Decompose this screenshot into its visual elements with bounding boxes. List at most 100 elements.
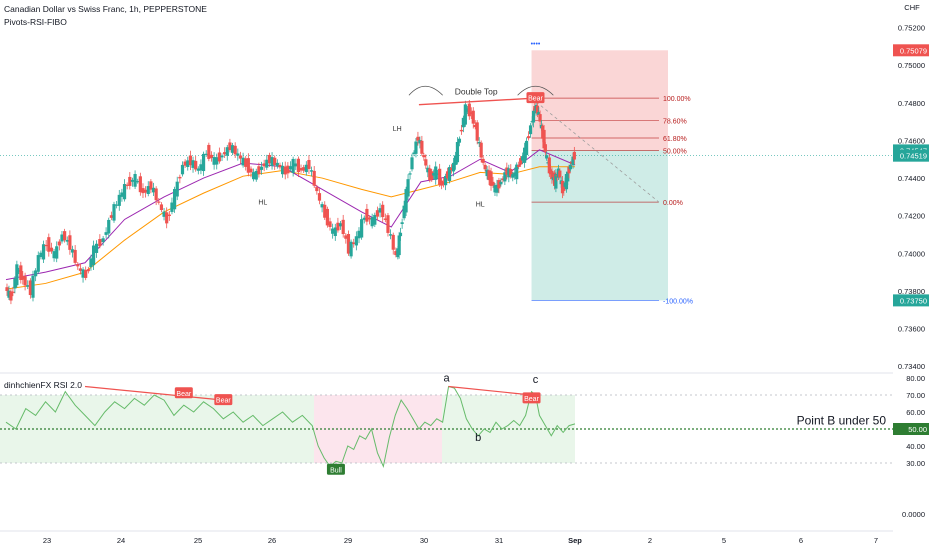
candle-body bbox=[157, 201, 161, 203]
candle-body bbox=[568, 164, 572, 170]
candle-body bbox=[459, 129, 463, 132]
candle-body bbox=[317, 193, 322, 201]
time-tick-label: 31 bbox=[495, 536, 503, 545]
candle-body bbox=[320, 204, 324, 208]
candle-body bbox=[230, 145, 235, 153]
rsi-tick-label: 60.00 bbox=[906, 408, 925, 417]
candle-body bbox=[352, 242, 356, 245]
candle-body bbox=[572, 151, 576, 160]
time-tick-label: 26 bbox=[268, 536, 276, 545]
candle-body bbox=[543, 144, 547, 152]
candle-body bbox=[424, 159, 428, 166]
candle-body bbox=[449, 167, 454, 171]
candle-body bbox=[120, 192, 124, 197]
candle-body bbox=[262, 163, 266, 167]
candle-body bbox=[178, 176, 182, 179]
time-tick-label: 30 bbox=[420, 536, 428, 545]
candle-body bbox=[362, 217, 366, 220]
candle-body bbox=[325, 208, 329, 226]
pivot-label: HL bbox=[476, 201, 485, 208]
candle-body bbox=[398, 232, 403, 237]
candle-body bbox=[428, 168, 432, 181]
candle-body bbox=[217, 152, 221, 162]
candle-body bbox=[538, 114, 542, 122]
candle-body bbox=[68, 235, 72, 250]
candle-body bbox=[26, 285, 30, 287]
candle-body bbox=[101, 238, 105, 243]
candle-body bbox=[162, 211, 166, 217]
candle-body bbox=[133, 174, 137, 187]
candle-body bbox=[191, 160, 195, 168]
candle-body bbox=[436, 173, 440, 175]
candle-body bbox=[503, 172, 507, 182]
candle-body bbox=[130, 179, 135, 182]
candle-body bbox=[149, 181, 153, 190]
candle-body bbox=[418, 140, 422, 144]
candle-body bbox=[567, 166, 571, 174]
candle-body bbox=[241, 157, 245, 166]
candle-body bbox=[312, 170, 316, 186]
candle-body bbox=[55, 246, 59, 259]
bear-signal-badge bbox=[526, 92, 545, 104]
candle-body bbox=[199, 164, 203, 171]
candle-body bbox=[461, 117, 465, 128]
candle-body bbox=[481, 158, 485, 163]
candle-body bbox=[89, 258, 93, 268]
candle-body bbox=[354, 236, 358, 246]
rsi-bear-badge bbox=[214, 394, 233, 406]
candle-body bbox=[172, 189, 177, 210]
candle-body bbox=[209, 154, 214, 158]
candle-body bbox=[414, 141, 418, 154]
time-tick-label: 5 bbox=[722, 536, 726, 545]
candle-body bbox=[333, 227, 337, 237]
candle-body bbox=[280, 165, 285, 175]
candle-body bbox=[278, 164, 282, 168]
rsi-trendline bbox=[448, 385, 532, 396]
candle-body bbox=[416, 136, 420, 141]
candle-body bbox=[558, 170, 562, 178]
stop-price-tag bbox=[893, 44, 929, 57]
candle-body bbox=[370, 217, 374, 227]
candle-body bbox=[183, 161, 187, 166]
candle-body bbox=[346, 234, 351, 254]
fib-level-label: 78.60% bbox=[663, 119, 687, 126]
rsi-trendline bbox=[84, 385, 224, 401]
price-tick-label: 0.73600 bbox=[898, 325, 925, 334]
candle-body bbox=[36, 255, 40, 272]
time-tick-label: 7 bbox=[874, 536, 878, 545]
fib-level-label: -100.00% bbox=[663, 298, 693, 305]
rsi-bear-badge-text: Bear bbox=[524, 396, 539, 403]
candle-body bbox=[408, 173, 412, 175]
candle-body bbox=[159, 204, 164, 211]
candle-body bbox=[535, 105, 540, 114]
candle-body bbox=[473, 125, 477, 128]
candle-body bbox=[223, 152, 227, 155]
candle-body bbox=[410, 157, 414, 170]
rsi-bear-badge-text: Bear bbox=[216, 398, 231, 405]
candle-body bbox=[21, 275, 25, 280]
candle-body bbox=[17, 270, 21, 272]
currency-label: CHF bbox=[904, 3, 920, 12]
rsi-bull-badge bbox=[326, 463, 345, 475]
candle-body bbox=[513, 172, 517, 177]
candle-body bbox=[299, 168, 303, 171]
candle-body bbox=[524, 140, 529, 156]
price-tick-label: 0.73800 bbox=[898, 287, 925, 296]
candle-body bbox=[252, 172, 256, 180]
candle-body bbox=[397, 235, 401, 256]
candle-body bbox=[315, 187, 319, 192]
candle-body bbox=[109, 215, 113, 218]
rsi-tick-label: 40.00 bbox=[906, 442, 925, 451]
price-tick-label: 0.73400 bbox=[898, 362, 925, 371]
candle-body bbox=[430, 171, 434, 180]
pivot-label: HL bbox=[258, 199, 267, 206]
candle-body bbox=[571, 156, 575, 166]
candle-body bbox=[331, 228, 335, 234]
candle-body bbox=[41, 244, 46, 260]
candle-body bbox=[207, 144, 211, 159]
candle-body bbox=[188, 155, 192, 166]
candle-body bbox=[204, 153, 208, 155]
candle-body bbox=[115, 204, 119, 206]
candle-body bbox=[233, 145, 237, 155]
